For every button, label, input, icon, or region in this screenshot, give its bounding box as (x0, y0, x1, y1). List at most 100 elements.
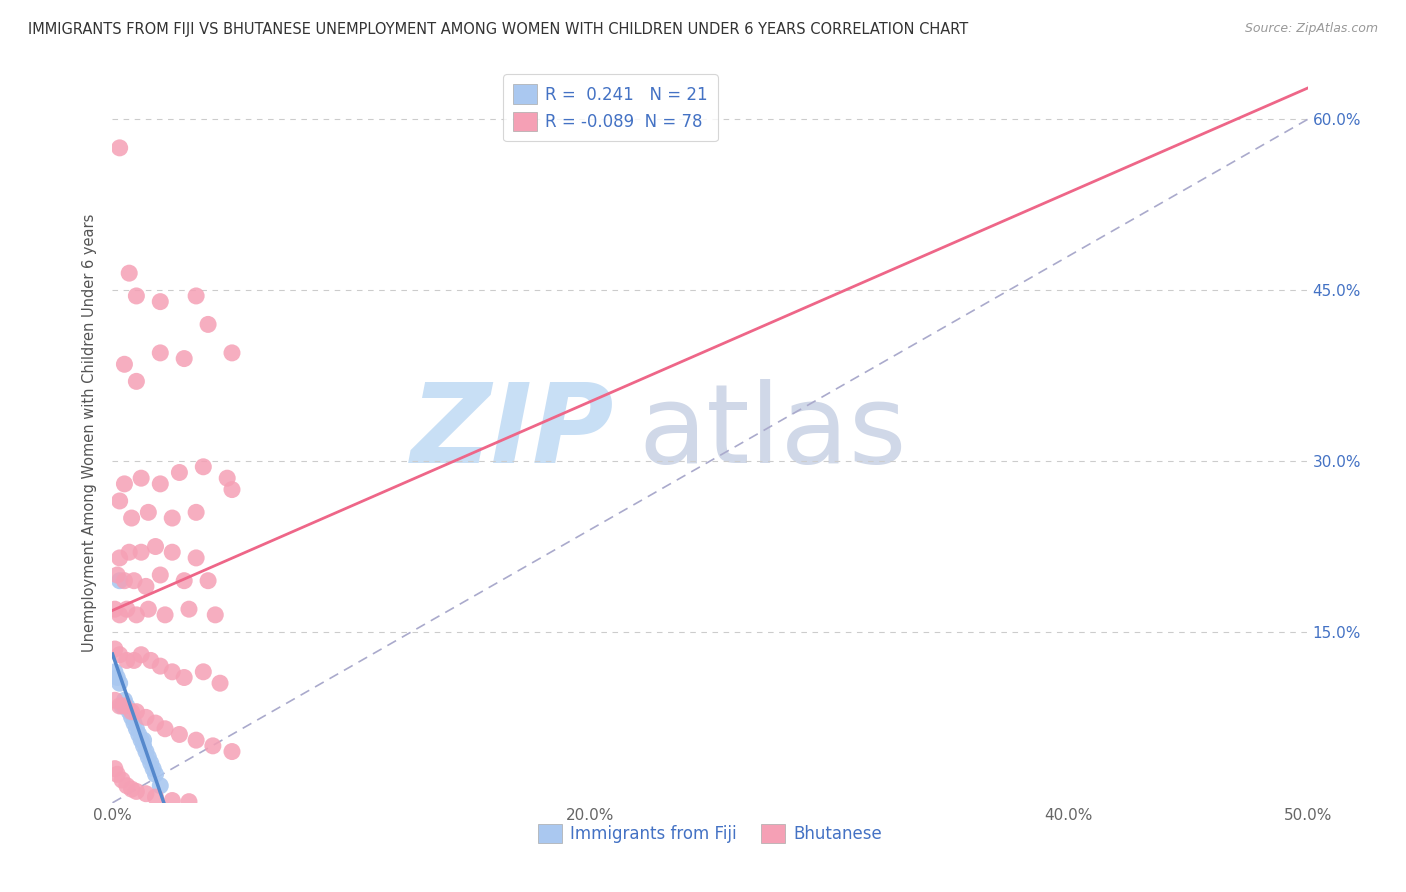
Point (108, 141, 131, 155)
Point (153, 722, 176, 736)
Point (125, 375, 148, 389)
Point (115, 779, 138, 793)
Point (125, 784, 148, 798)
Point (115, 698, 138, 713)
Point (108, 550, 131, 565)
Point (186, 505, 208, 519)
Point (145, 716, 167, 731)
Point (132, 733, 155, 747)
Point (121, 705, 143, 719)
Point (104, 665, 127, 679)
Point (138, 602, 160, 616)
Point (149, 346, 172, 360)
Point (149, 779, 172, 793)
Point (138, 505, 160, 519)
Point (145, 767, 167, 781)
Point (149, 659, 172, 673)
Point (139, 653, 162, 667)
Point (104, 642, 127, 657)
Point (221, 745, 243, 759)
Point (139, 756, 162, 770)
Point (169, 727, 191, 741)
Point (162, 545, 183, 559)
Point (114, 357, 135, 371)
Point (115, 653, 138, 667)
Point (173, 351, 195, 366)
Point (105, 671, 128, 685)
Point (125, 607, 148, 622)
Point (108, 574, 131, 588)
Point (138, 750, 160, 764)
Point (125, 722, 148, 736)
Point (173, 671, 195, 685)
Point (108, 698, 131, 713)
Point (193, 665, 215, 679)
Point (177, 795, 200, 809)
Point (221, 483, 243, 497)
Point (115, 602, 138, 616)
Point (104, 762, 127, 776)
Text: IMMIGRANTS FROM FIJI VS BHUTANESE UNEMPLOYMENT AMONG WOMEN WITH CHILDREN UNDER 6: IMMIGRANTS FROM FIJI VS BHUTANESE UNEMPL… (28, 22, 969, 37)
Point (108, 676, 131, 690)
Point (114, 693, 135, 707)
Point (193, 459, 215, 474)
Point (108, 494, 131, 508)
Point (111, 772, 134, 787)
Point (197, 318, 219, 332)
Point (217, 471, 239, 485)
Point (149, 568, 172, 582)
Point (209, 676, 232, 690)
Point (145, 790, 167, 805)
Point (108, 648, 131, 662)
Point (221, 346, 243, 360)
Point (129, 733, 152, 747)
Point (186, 550, 208, 565)
Point (129, 471, 152, 485)
Point (129, 545, 152, 559)
Point (105, 767, 128, 781)
Point (108, 607, 131, 622)
Y-axis label: Unemployment Among Women with Children Under 6 years: Unemployment Among Women with Children U… (82, 213, 97, 652)
Point (135, 579, 157, 593)
Point (128, 727, 150, 741)
Point (162, 665, 183, 679)
Point (114, 698, 135, 713)
Point (204, 607, 226, 622)
Point (118, 266, 141, 280)
Point (149, 476, 172, 491)
Point (135, 745, 157, 759)
Point (162, 793, 183, 807)
Point (114, 476, 135, 491)
Point (169, 466, 191, 480)
Point (122, 574, 145, 588)
Point (197, 574, 219, 588)
Point (122, 653, 145, 667)
Point (135, 787, 157, 801)
Legend: Immigrants from Fiji, Bhutanese: Immigrants from Fiji, Bhutanese (531, 817, 889, 850)
Point (142, 762, 165, 776)
Point (111, 698, 134, 713)
Point (135, 710, 157, 724)
Point (177, 602, 200, 616)
Point (118, 545, 141, 559)
Text: Source: ZipAtlas.com: Source: ZipAtlas.com (1244, 22, 1378, 36)
Point (104, 693, 127, 707)
Point (125, 705, 148, 719)
Point (145, 540, 167, 554)
Point (186, 733, 208, 747)
Point (173, 574, 195, 588)
Point (153, 607, 176, 622)
Point (121, 710, 143, 724)
Point (121, 782, 143, 797)
Point (114, 574, 135, 588)
Point (186, 289, 208, 303)
Point (104, 602, 127, 616)
Point (122, 716, 145, 731)
Text: atlas: atlas (638, 379, 907, 486)
Point (105, 568, 128, 582)
Point (149, 294, 172, 309)
Point (121, 511, 143, 525)
Text: ZIP: ZIP (411, 379, 614, 486)
Point (129, 648, 152, 662)
Point (162, 511, 183, 525)
